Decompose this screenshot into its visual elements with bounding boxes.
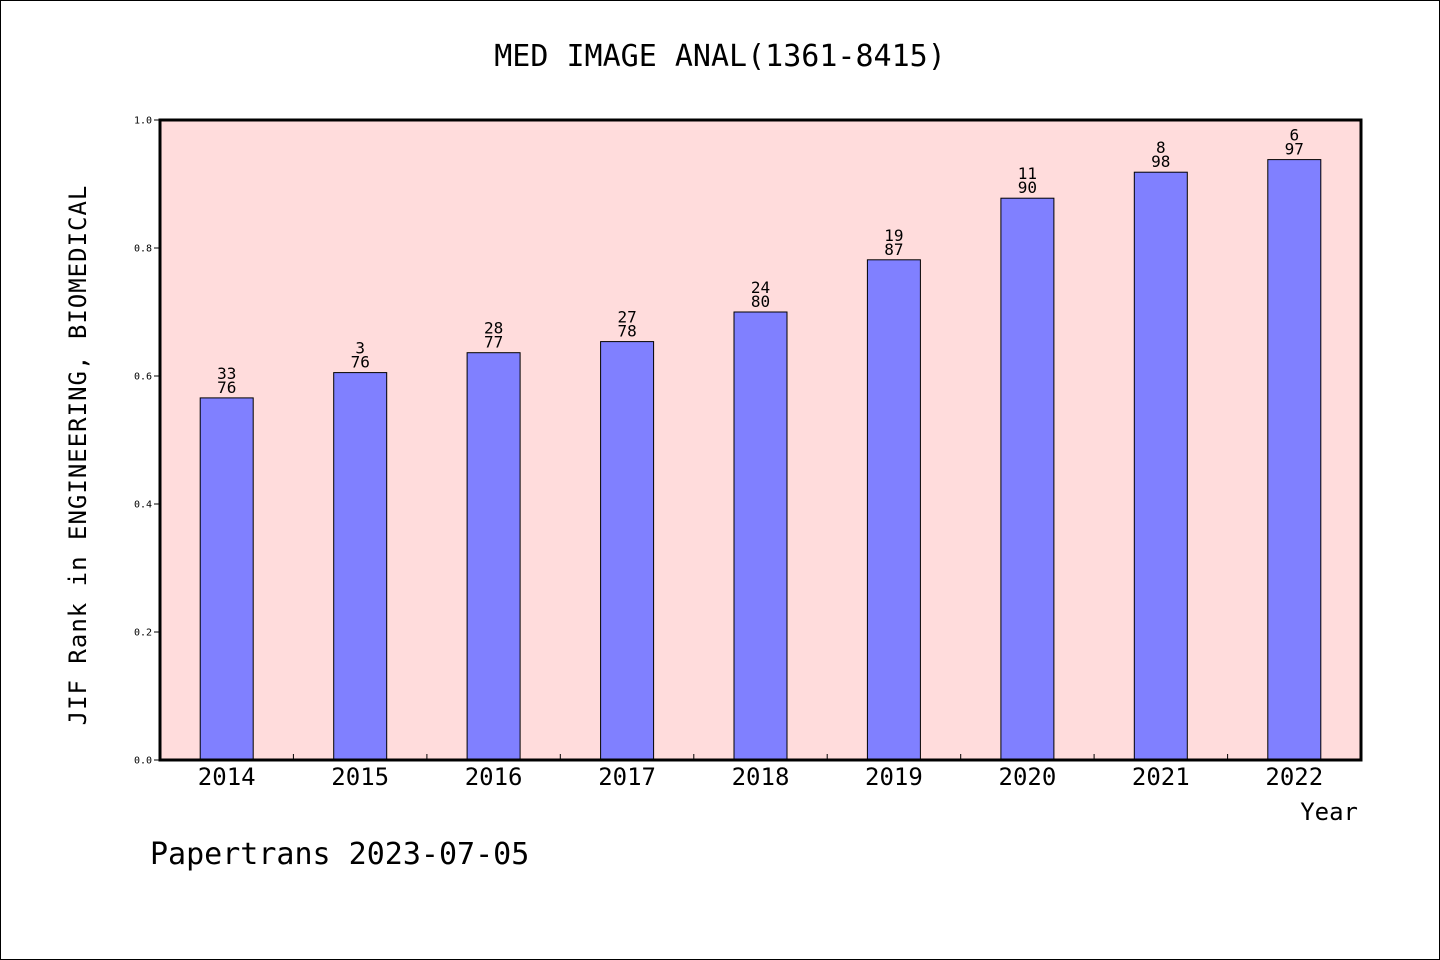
y-axis-label: JIF Rank in ENGINEERING, BIOMEDICAL [64, 185, 92, 726]
y-tick-label: 0.2 [134, 628, 152, 639]
bar-2018 [733, 311, 788, 761]
data-label-total: 80 [751, 292, 770, 311]
plot-border [158, 118, 1363, 762]
bar-2021 [1133, 171, 1188, 761]
data-label-total: 78 [617, 322, 636, 341]
x-axis-label: Year [1300, 798, 1358, 826]
data-label-total: 98 [1151, 152, 1170, 171]
bar-2022 [1267, 159, 1322, 761]
data-label-rank: 6 [1289, 126, 1299, 145]
y-tick-label: 0.0 [134, 756, 152, 767]
footer-text: Papertrans 2023-07-05 [150, 837, 529, 872]
x-tick-label: 2020 [999, 763, 1057, 791]
bar-2014 [199, 397, 254, 761]
x-tick-label: 2022 [1265, 763, 1323, 791]
x-axis: 2014 2015 2016 2017 2018 2019 2020 2021 2022 [198, 754, 1323, 791]
data-label-rank: 24 [751, 278, 770, 297]
bar-2020 [1000, 197, 1055, 761]
data-label-total: 76 [217, 378, 236, 397]
bar-2019 [866, 259, 921, 761]
y-tick-label: 0.6 [134, 372, 152, 383]
x-tick-label: 2018 [732, 763, 790, 791]
data-label-total: 77 [484, 333, 503, 352]
x-tick-label: 2017 [598, 763, 656, 791]
bar-2017 [600, 341, 655, 761]
data-label-rank: 3 [355, 339, 365, 358]
x-tick-label: 2015 [331, 763, 389, 791]
chart-title: MED IMAGE ANAL(1361-8415) [494, 39, 946, 74]
bars-group [199, 159, 1322, 761]
data-label-rank: 27 [617, 308, 636, 327]
data-label-total: 97 [1285, 140, 1304, 159]
data-label-rank: 8 [1156, 138, 1166, 157]
y-tick-label: 0.8 [134, 244, 152, 255]
data-label-rank: 11 [1018, 164, 1037, 183]
data-label-total: 90 [1018, 178, 1037, 197]
y-axis: 0.0 0.2 0.4 0.6 0.8 1.0 [134, 116, 160, 767]
data-label-rank: 28 [484, 319, 503, 338]
bar-2016 [466, 352, 521, 761]
x-tick-label: 2019 [865, 763, 923, 791]
data-label-rank: 19 [884, 226, 903, 245]
data-label-rank: 33 [217, 364, 236, 383]
y-tick-label: 0.4 [134, 500, 152, 511]
x-tick-label: 2021 [1132, 763, 1190, 791]
data-label-total: 76 [351, 353, 370, 372]
data-label-total: 87 [884, 240, 903, 259]
x-tick-label: 2016 [465, 763, 523, 791]
y-tick-label: 1.0 [134, 116, 152, 127]
x-tick-label: 2014 [198, 763, 256, 791]
bar-2015 [333, 372, 388, 761]
